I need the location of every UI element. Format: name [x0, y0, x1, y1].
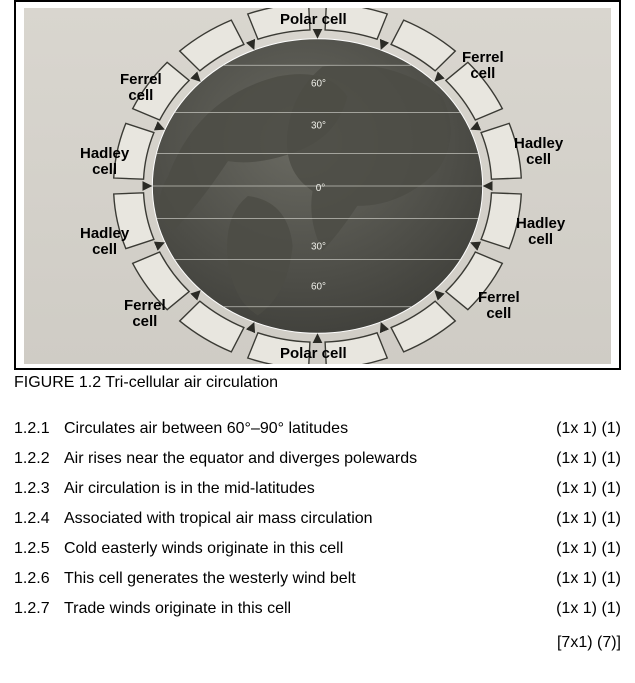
question-text: Cold easterly winds originate in this ce… — [64, 534, 531, 564]
question-row: 1.2.6This cell generates the westerly wi… — [14, 564, 621, 594]
page: 60° 30° 0° 30° 60° Polar cell Ferrelcell Ferre… — [0, 0, 635, 666]
tricellular-diagram: 60° 30° 0° 30° 60° Polar cell Ferrelcell Ferre… — [24, 8, 611, 364]
question-text: Trade winds originate in this cell — [64, 594, 531, 624]
question-text: Air rises near the equator and diverges … — [64, 444, 531, 474]
arrow-icon — [157, 126, 163, 129]
arrow-icon — [251, 42, 254, 48]
questions-table: 1.2.1Circulates air between 60°–90° lati… — [14, 414, 621, 624]
cell-label: Polar cell — [280, 346, 347, 362]
arrow-icon — [436, 292, 441, 297]
latitude-label: 60° — [311, 79, 326, 90]
arrow-icon — [157, 243, 163, 246]
question-marks: (1x 1) (1) — [531, 504, 621, 534]
question-marks: (1x 1) (1) — [531, 534, 621, 564]
arrow-icon — [436, 76, 441, 81]
question-number: 1.2.6 — [14, 564, 64, 594]
cell-label: Polar cell — [280, 12, 347, 28]
question-row: 1.2.1Circulates air between 60°–90° lati… — [14, 414, 621, 444]
question-number: 1.2.2 — [14, 444, 64, 474]
arrow-icon — [381, 42, 384, 48]
question-text: Associated with tropical air mass circul… — [64, 504, 531, 534]
question-marks: (1x 1) (1) — [531, 444, 621, 474]
question-number: 1.2.7 — [14, 594, 64, 624]
question-marks: (1x 1) (1) — [531, 594, 621, 624]
figure-caption: FIGURE 1.2 Tri-cellular air circulation — [14, 374, 621, 392]
question-text: This cell generates the westerly wind be… — [64, 564, 531, 594]
arrow-icon — [194, 76, 199, 81]
arrow-icon — [472, 126, 478, 129]
question-row: 1.2.2Air rises near the equator and dive… — [14, 444, 621, 474]
cell-label: Ferrelcell — [478, 290, 520, 322]
question-text: Circulates air between 60°–90° latitudes — [64, 414, 531, 444]
cell-label: Ferrelcell — [120, 72, 162, 104]
total-marks: [7x1) (7)] — [14, 624, 621, 658]
cell-label: Hadleycell — [514, 136, 563, 168]
cell-label: Ferrelcell — [124, 298, 166, 330]
cell-label: Hadleycell — [80, 146, 129, 178]
cell-label: Ferrelcell — [462, 50, 504, 82]
diagram-svg: 60° 30° 0° 30° 60° — [24, 8, 611, 364]
total-row: [7x1) (7)] — [14, 624, 621, 658]
arrow-icon — [251, 324, 254, 330]
arrow-icon — [194, 292, 199, 297]
latitude-label: 30° — [311, 120, 326, 131]
latitude-label: 30° — [311, 242, 326, 253]
arrow-icon — [472, 243, 478, 246]
question-row: 1.2.3Air circulation is in the mid-latit… — [14, 474, 621, 504]
question-number: 1.2.3 — [14, 474, 64, 504]
latitude-label: 60° — [311, 281, 326, 292]
cell-label: Hadleycell — [80, 226, 129, 258]
latitude-label: 0° — [316, 183, 326, 194]
question-row: 1.2.4Associated with tropical air mass c… — [14, 504, 621, 534]
total-table: [7x1) (7)] — [14, 624, 621, 658]
question-marks: (1x 1) (1) — [531, 564, 621, 594]
question-marks: (1x 1) (1) — [531, 474, 621, 504]
question-row: 1.2.5Cold easterly winds originate in th… — [14, 534, 621, 564]
question-row: 1.2.7Trade winds originate in this cell(… — [14, 594, 621, 624]
arrow-icon — [381, 324, 384, 330]
cell-label: Hadleycell — [516, 216, 565, 248]
figure-frame: 60° 30° 0° 30° 60° Polar cell Ferrelcell Ferre… — [14, 0, 621, 370]
question-number: 1.2.4 — [14, 504, 64, 534]
caption-prefix: FIGURE 1.2 — [14, 374, 101, 391]
question-number: 1.2.5 — [14, 534, 64, 564]
question-text: Air circulation is in the mid-latitudes — [64, 474, 531, 504]
question-number: 1.2.1 — [14, 414, 64, 444]
question-marks: (1x 1) (1) — [531, 414, 621, 444]
caption-text: Tri-cellular air circulation — [105, 374, 278, 391]
